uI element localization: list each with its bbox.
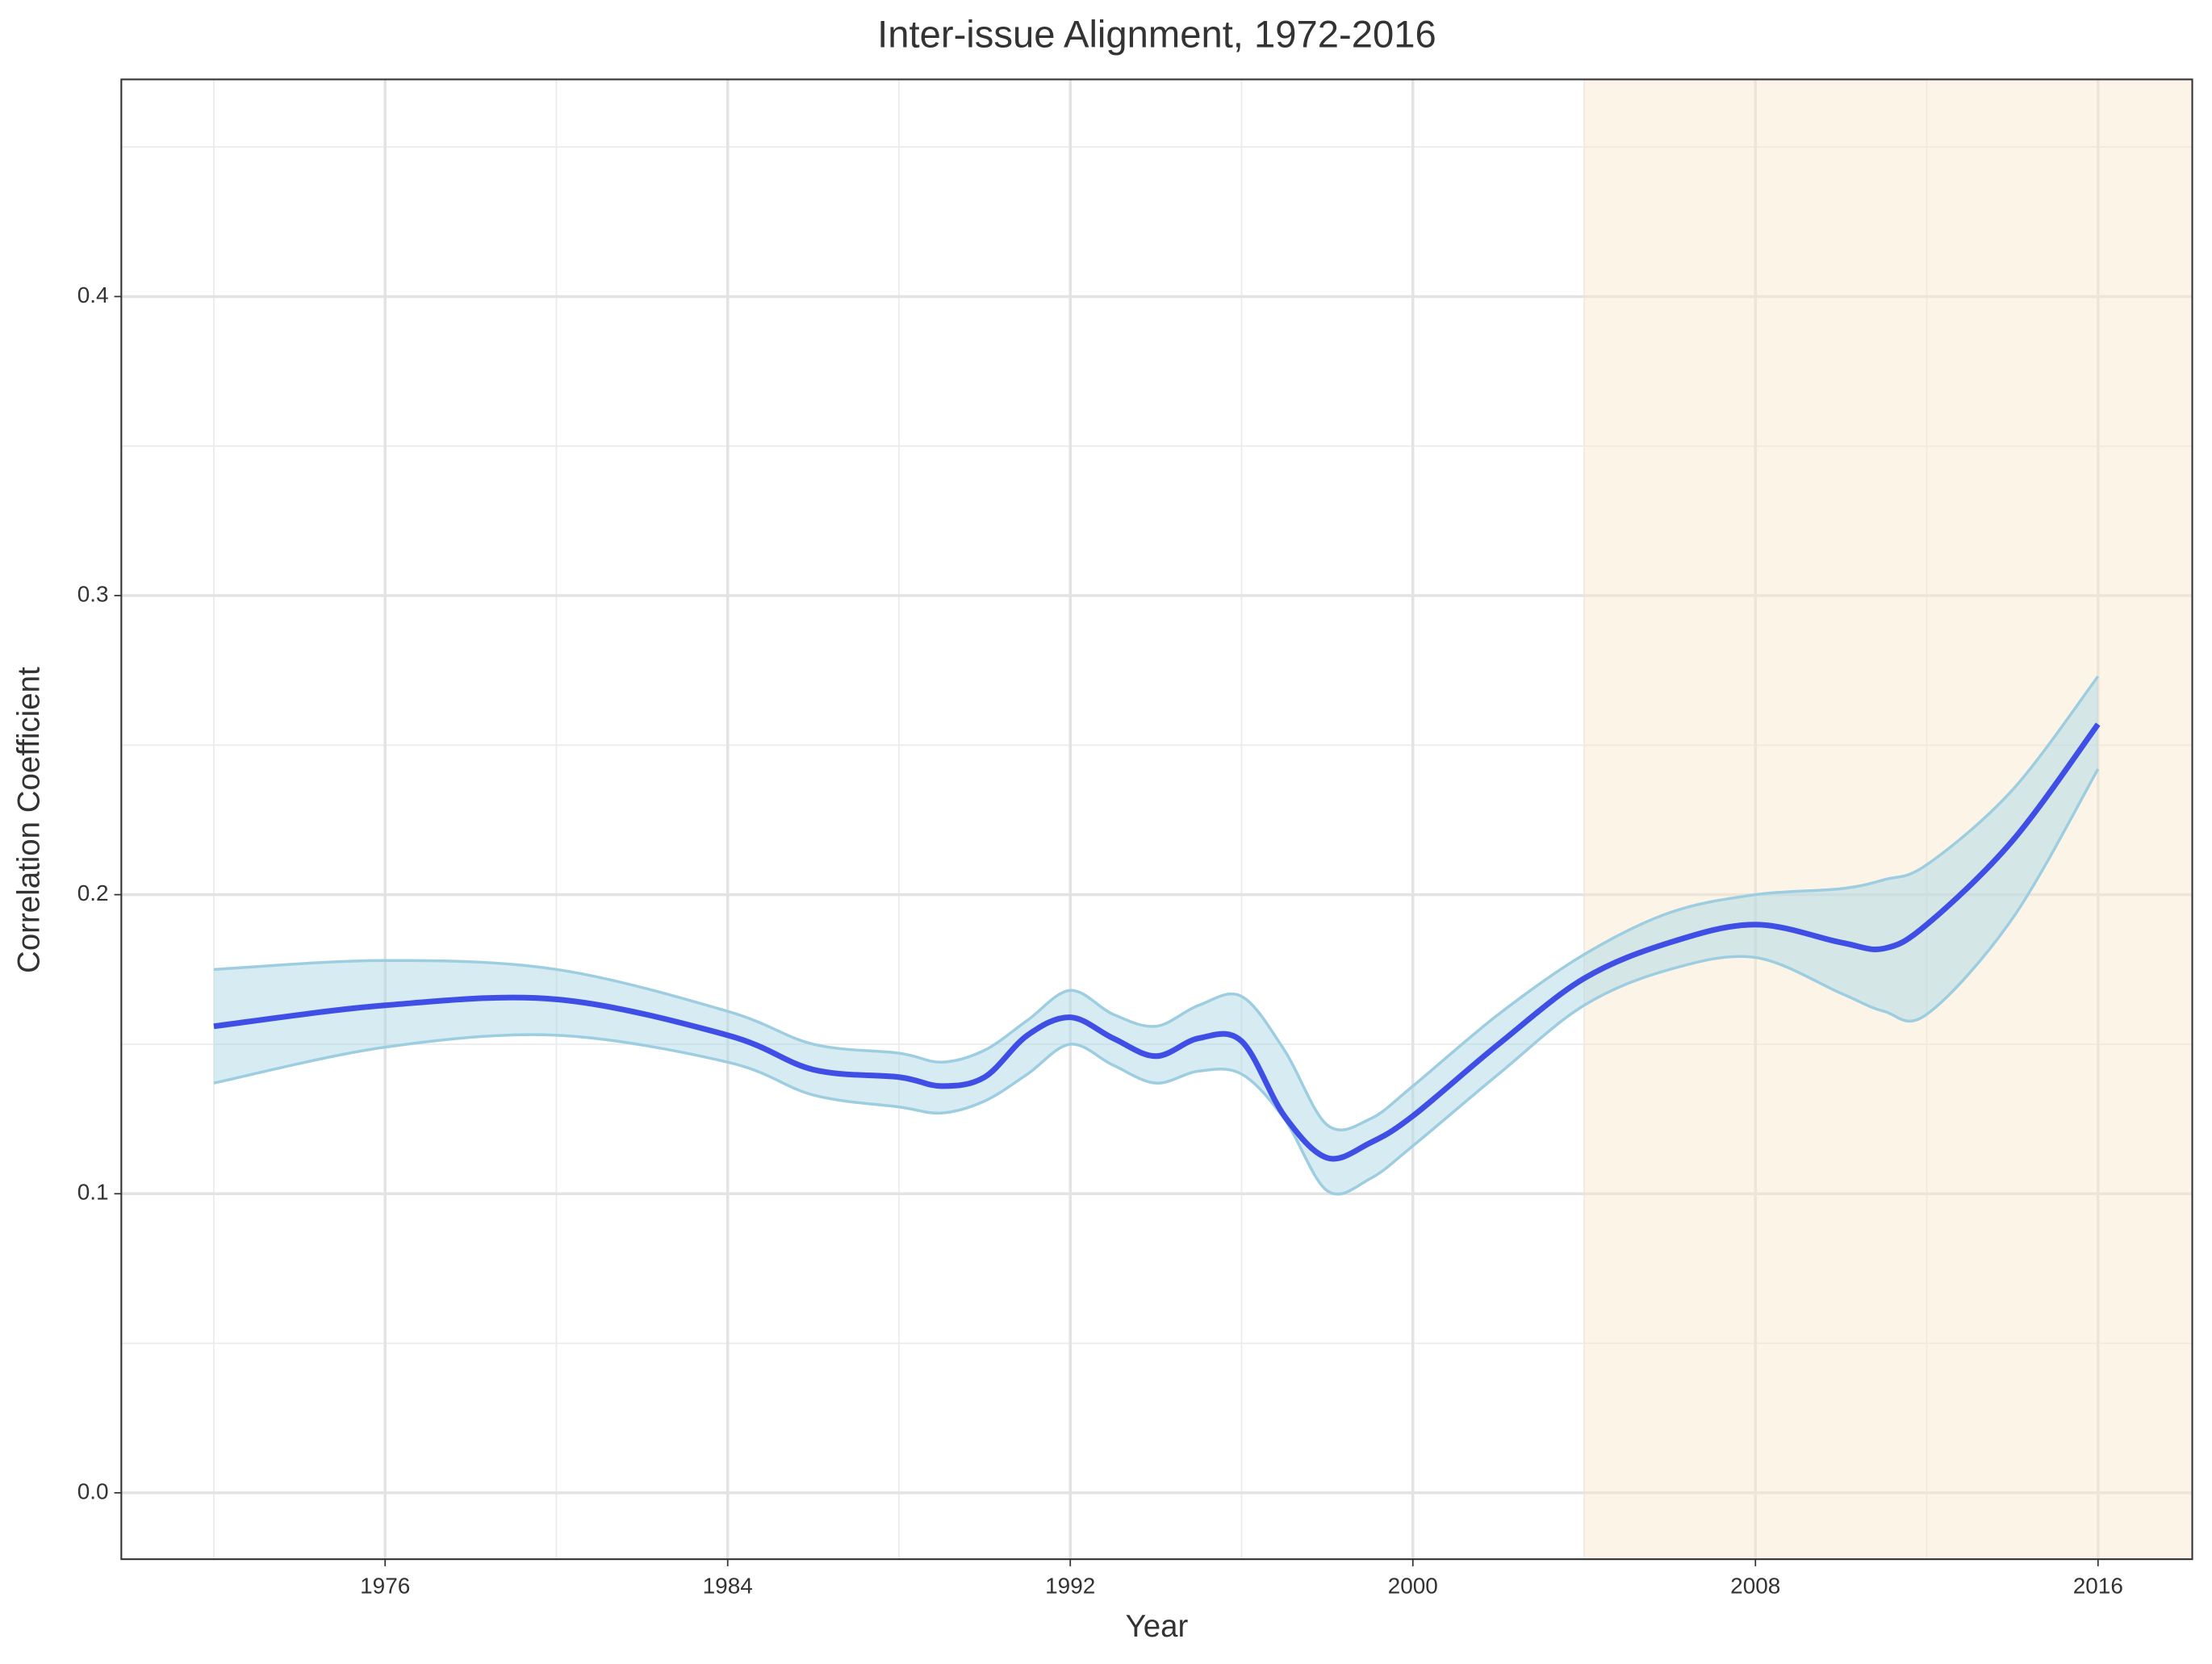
chart-title: Inter-issue Alignment, 1972-2016 <box>877 13 1436 56</box>
panel-background <box>121 79 2193 1560</box>
y-tick-label: 0.1 <box>77 1180 109 1205</box>
x-axis-label: Year <box>1126 1609 1189 1644</box>
trend-line <box>213 722 2101 1162</box>
y-tick-label: 0.4 <box>77 282 109 307</box>
x-tick-label: 1976 <box>360 1573 410 1598</box>
x-tick-label: 2000 <box>1388 1573 1438 1598</box>
band-upper-edge <box>213 675 2100 1131</box>
panel-border <box>120 78 2193 1561</box>
y-axis-label: Correlation Coefficient <box>12 667 47 973</box>
band-lower-edge <box>213 768 2100 1196</box>
y-tick-label: 0.3 <box>77 581 109 606</box>
x-tick-label: 1992 <box>1045 1573 1095 1598</box>
y-tick-label: 0.2 <box>77 880 109 905</box>
y-tick-label: 0.0 <box>77 1478 109 1503</box>
x-tick-label: 2008 <box>1730 1573 1780 1598</box>
x-tick-label: 2016 <box>2073 1573 2123 1598</box>
x-tick-label: 1984 <box>703 1573 753 1598</box>
confidence-band <box>213 676 2098 1194</box>
highlight-region <box>1584 79 2193 1560</box>
